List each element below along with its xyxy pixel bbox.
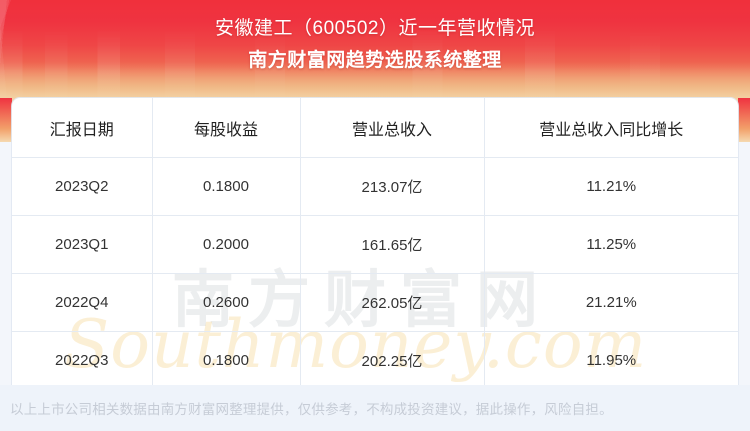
cell-report-date: 2022Q3 [12, 331, 153, 389]
cell-eps: 0.2000 [152, 215, 301, 274]
cell-eps: 0.1800 [152, 331, 301, 389]
banner-sliver-right [738, 98, 750, 142]
page-banner: 安徽建工（600502）近一年营收情况 南方财富网趋势选股系统整理 [0, 0, 750, 108]
banner-title-block: 安徽建工（600502）近一年营收情况 南方财富网趋势选股系统整理 [0, 0, 750, 75]
cell-total-revenue: 161.65亿 [300, 215, 485, 274]
table-row: 2022Q4 0.2600 262.05亿 21.21% [12, 273, 738, 332]
column-header-report-date: 汇报日期 [12, 98, 153, 158]
cell-revenue-yoy: 11.25% [484, 215, 738, 274]
column-header-total-revenue: 营业总收入 [300, 98, 485, 158]
column-header-revenue-yoy: 营业总收入同比增长 [484, 98, 738, 158]
table-header-row: 汇报日期 每股收益 营业总收入 营业总收入同比增长 [12, 98, 738, 158]
cell-total-revenue: 213.07亿 [300, 157, 485, 216]
cell-revenue-yoy: 11.95% [586, 352, 637, 369]
table-row: 2022Q3 0.1800 202.25亿 11.95% [12, 331, 738, 389]
cell-eps: 0.2600 [152, 273, 301, 332]
banner-sliver-left [0, 98, 12, 142]
table-header: 汇报日期 每股收益 营业总收入 营业总收入同比增长 [12, 98, 738, 158]
cell-total-revenue: 202.25亿 [300, 331, 485, 389]
cell-eps: 0.1800 [152, 157, 301, 216]
column-header-eps: 每股收益 [152, 98, 301, 158]
cell-revenue-yoy: 21.21% [484, 273, 738, 332]
footer-disclaimer: 以上上市公司相关数据由南方财富网整理提供，仅供参考，不构成投资建议，据此操作，风… [10, 402, 613, 417]
banner-title-line1: 安徽建工（600502）近一年营收情况 [215, 18, 535, 39]
table-body: 2023Q2 0.1800 213.07亿 11.21% 2023Q1 0.20… [12, 157, 738, 389]
table-row: 2023Q2 0.1800 213.07亿 11.21% [12, 157, 738, 216]
banner-title-line2: 南方财富网趋势选股系统整理 [248, 49, 502, 71]
cell-report-date: 2023Q2 [12, 157, 153, 216]
footer-bar: 以上上市公司相关数据由南方财富网整理提供，仅供参考，不构成投资建议，据此操作，风… [0, 385, 750, 431]
cell-total-revenue: 262.05亿 [300, 273, 485, 332]
table-row: 2023Q1 0.2000 161.65亿 11.25% [12, 215, 738, 274]
cell-report-date: 2022Q4 [12, 273, 153, 332]
cell-report-date: 2023Q1 [12, 215, 153, 274]
cell-revenue-yoy: 11.21% [484, 157, 738, 216]
financials-table: 汇报日期 每股收益 营业总收入 营业总收入同比增长 2023Q2 0.1800 … [12, 98, 738, 389]
